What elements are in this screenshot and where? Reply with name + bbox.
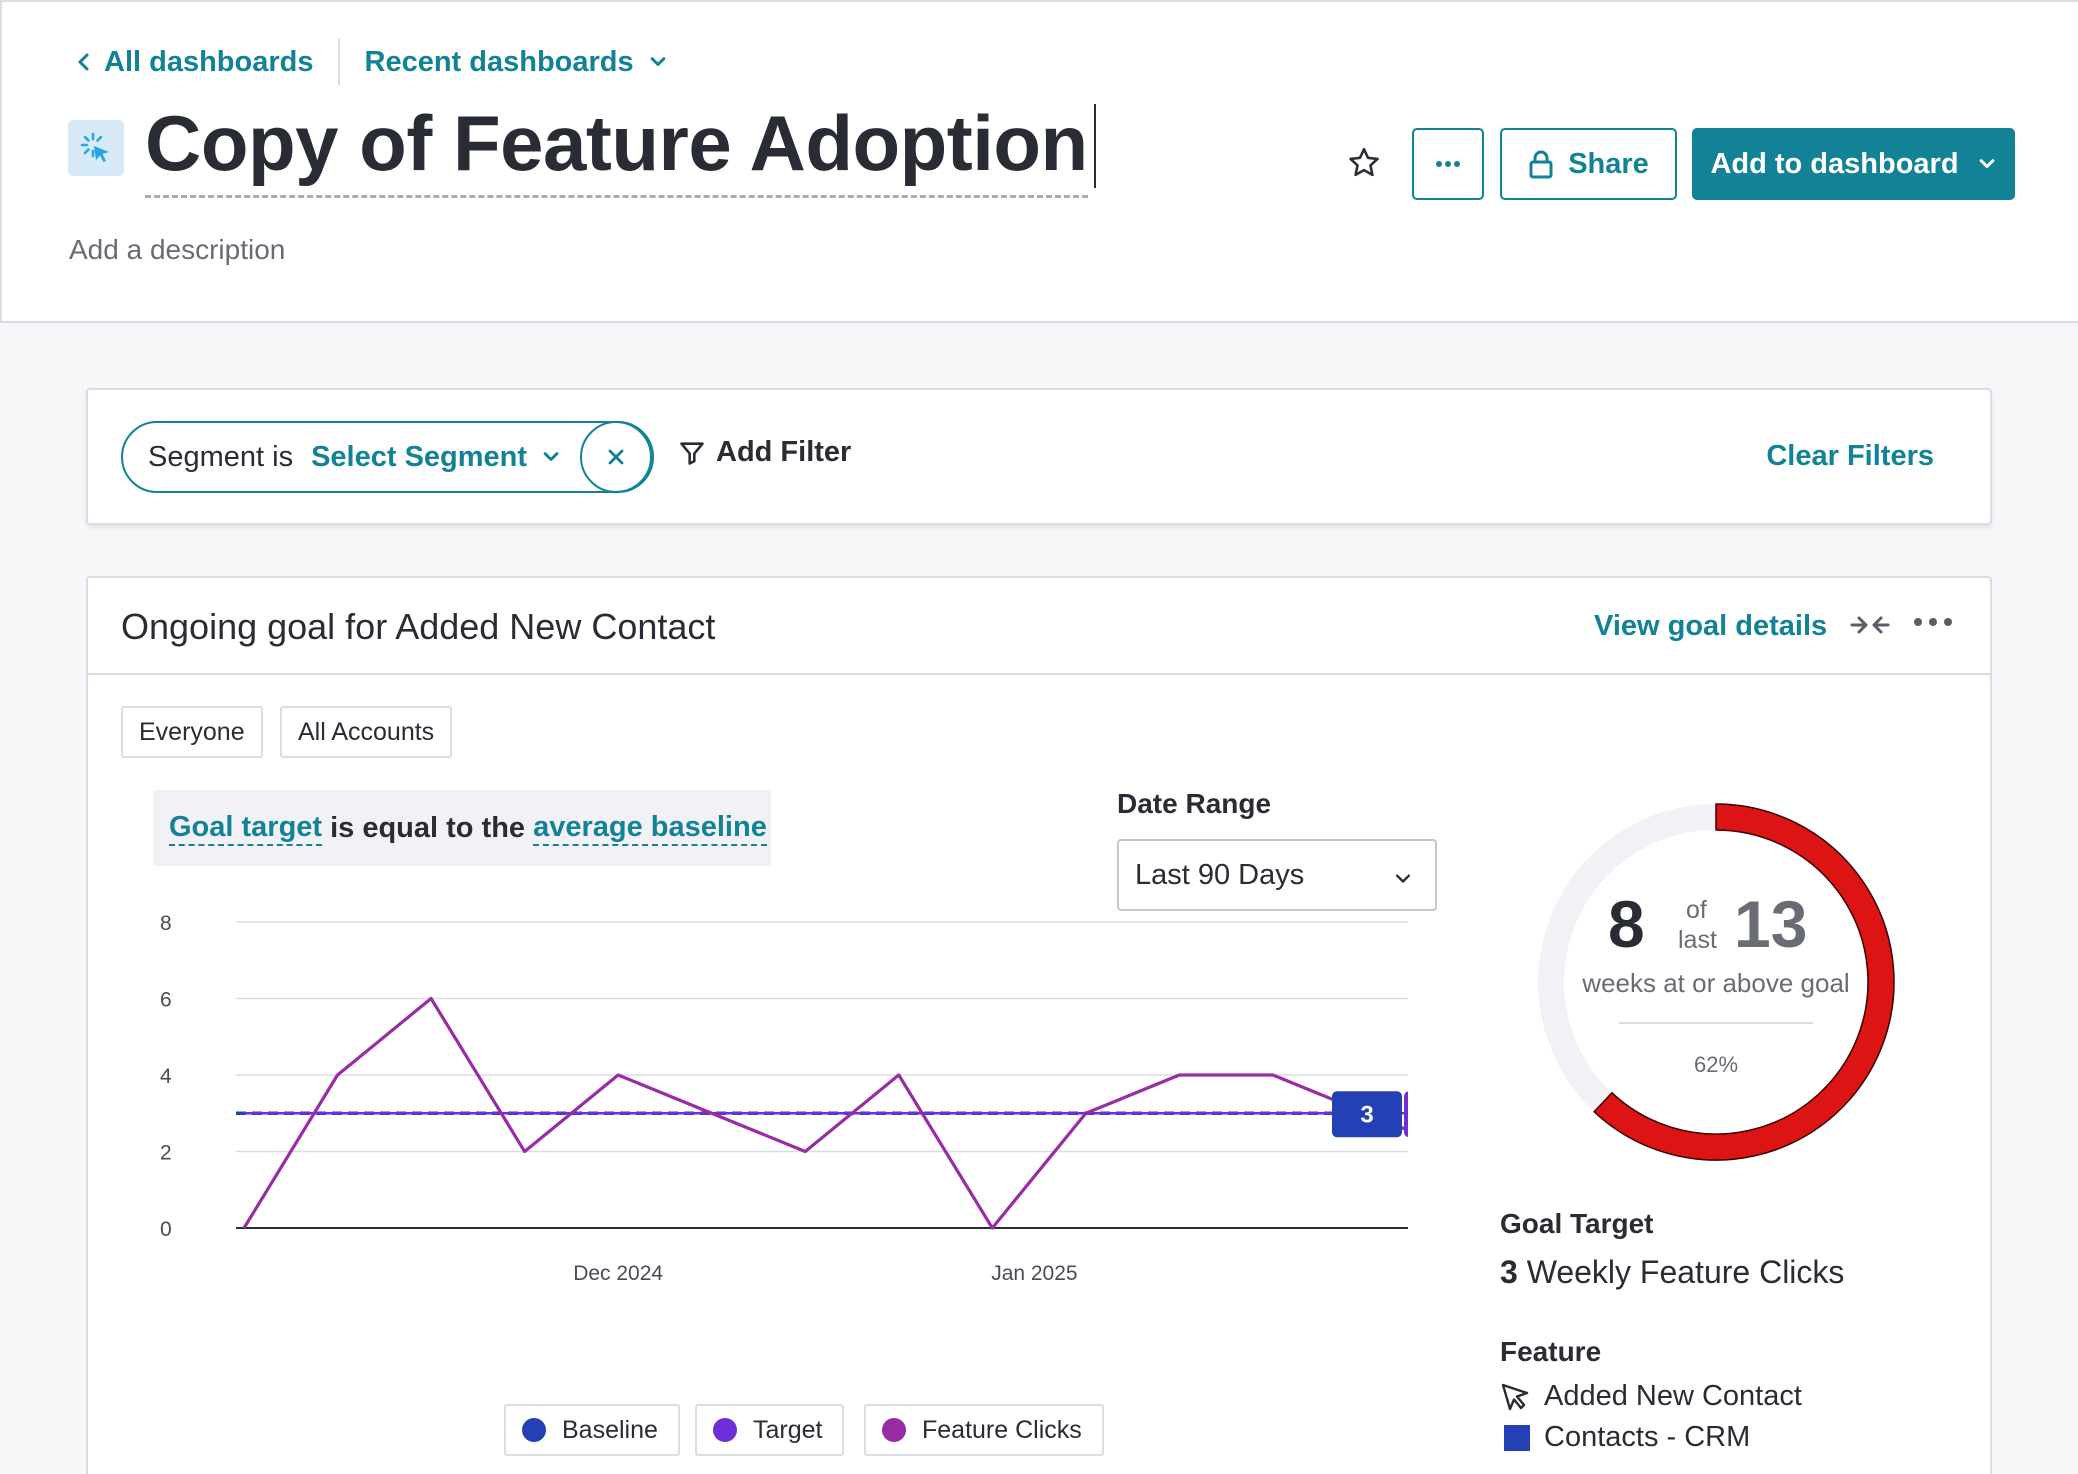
y-tick-label: 2	[160, 1142, 172, 1165]
y-tick-label: 6	[160, 989, 172, 1012]
chevron-down-icon	[650, 57, 665, 66]
cursor-icon	[1501, 1383, 1529, 1410]
weeks-total-value: 13	[1734, 887, 1808, 961]
view-goal-details-link[interactable]: View goal details	[1594, 610, 1828, 642]
feature-app: Contacts - CRM	[1544, 1421, 1751, 1453]
segment-select-label: Select Segment	[311, 440, 528, 473]
filter-bar: Segment is Select Segment Add Filter Cle…	[86, 388, 1992, 525]
collapse-icon[interactable]	[1850, 612, 1890, 643]
goal-card: Ongoing goal for Added New Contact View …	[86, 576, 1992, 1474]
y-tick-label: 0	[160, 1218, 172, 1241]
star-icon[interactable]	[1346, 145, 1382, 186]
goal-target-value: 3 Weekly Feature Clicks	[1500, 1254, 1844, 1291]
legend-feature-clicks-label: Feature Clicks	[922, 1415, 1082, 1444]
close-icon	[608, 449, 624, 465]
chevron-down-icon	[1979, 159, 1994, 168]
feature-label: Feature	[1500, 1336, 1602, 1367]
description-input[interactable]: Add a description	[69, 234, 286, 265]
chevron-down-icon	[1396, 874, 1410, 883]
chevron-down-icon	[543, 452, 559, 461]
remove-segment-filter-button[interactable]	[580, 421, 652, 493]
goal-progress-donut	[1538, 803, 1895, 1161]
legend-baseline-swatch	[522, 1418, 546, 1442]
x-tick-label: Dec 2024	[573, 1262, 663, 1285]
donut-caption: weeks at or above goal	[1582, 968, 1850, 998]
feature-app-row: Contacts - CRM	[1504, 1421, 1750, 1454]
goal-card-title: Ongoing goal for Added New Contact	[121, 606, 716, 647]
y-tick-label: 4	[160, 1065, 172, 1088]
weeks-met-value: 8	[1608, 887, 1645, 961]
segment-filter-pill: Segment is Select Segment	[121, 421, 654, 493]
add-to-dashboard-button[interactable]: Add to dashboard	[1692, 128, 2015, 200]
y-tick-label: 8	[160, 912, 172, 935]
donut-summary: 8 of last 13 weeks at or above goal 62%	[1524, 790, 1908, 1174]
segment-select-dropdown[interactable]: Select Segment	[311, 441, 561, 474]
add-filter-button[interactable]: Add Filter	[678, 436, 851, 469]
of-word: of	[1686, 896, 1707, 924]
baseline-end-label-box	[1332, 1091, 1402, 1138]
ellipsis-icon	[1436, 161, 1460, 167]
recent-dashboards-label: Recent dashboards	[364, 45, 634, 78]
legend-feature-clicks-swatch	[882, 1418, 906, 1442]
goal-target-note: Goal target is equal to the average base…	[153, 790, 771, 866]
last-word: last	[1678, 926, 1717, 954]
goal-note-text: is equal to the	[330, 811, 526, 844]
donut-progress-arc	[1593, 803, 1895, 1161]
audience-chip[interactable]: Everyone	[121, 706, 263, 758]
baseline-end-label: 3	[1360, 1101, 1373, 1128]
legend-target-swatch	[713, 1418, 737, 1442]
legend-target[interactable]: Target	[695, 1404, 845, 1456]
date-range-value: Last 90 Days	[1135, 858, 1305, 891]
legend-baseline[interactable]: Baseline	[504, 1404, 680, 1456]
card-more-icon[interactable]	[1913, 614, 1953, 632]
funnel-icon	[680, 441, 704, 465]
chevron-left-icon	[78, 53, 89, 71]
goal-target-unit: Weekly Feature Clicks	[1526, 1254, 1845, 1290]
dashboard-title-input[interactable]: Copy of Feature Adoption	[145, 98, 1088, 198]
add-filter-label: Add Filter	[716, 436, 852, 468]
more-options-button[interactable]	[1412, 128, 1484, 200]
lock-icon	[1529, 150, 1553, 179]
feature-name-row: Added New Contact	[1500, 1380, 1802, 1413]
feature-name: Added New Contact	[1544, 1380, 1802, 1412]
feature-cursor-icon	[68, 120, 124, 176]
dashboard-header: All dashboards Recent dashboards Copy of…	[0, 0, 2078, 323]
segment-filter-label: Segment is	[148, 440, 294, 473]
target-end-label-box	[1404, 1091, 1408, 1138]
breadcrumb-divider	[337, 39, 340, 85]
goal-target-label: Goal Target	[1500, 1208, 1654, 1239]
legend-feature-clicks[interactable]: Feature Clicks	[864, 1404, 1104, 1456]
average-baseline-link[interactable]: average baseline	[533, 811, 767, 846]
clear-filters-button[interactable]: Clear Filters	[1766, 440, 1934, 472]
legend-target-label: Target	[753, 1415, 823, 1444]
breadcrumb: All dashboards Recent dashboards	[72, 39, 668, 85]
text-caret	[1094, 104, 1096, 188]
recent-dashboards-dropdown[interactable]: Recent dashboards	[365, 46, 668, 79]
donut-divider	[1619, 1022, 1813, 1024]
accounts-chip[interactable]: All Accounts	[280, 706, 453, 758]
share-button[interactable]: Share	[1500, 128, 1677, 200]
legend-baseline-label: Baseline	[562, 1415, 658, 1444]
x-tick-label: Jan 2025	[991, 1262, 1077, 1285]
all-dashboards-label: All dashboards	[104, 45, 314, 78]
app-color-swatch	[1504, 1424, 1530, 1451]
date-range-label: Date Range	[1117, 788, 1272, 819]
date-range-select[interactable]: Last 90 Days	[1117, 839, 1437, 911]
add-to-dashboard-label: Add to dashboard	[1710, 147, 1959, 180]
share-label: Share	[1568, 147, 1649, 180]
goal-card-header: Ongoing goal for Added New Contact View …	[88, 578, 1990, 675]
donut-percent: 62%	[1693, 1052, 1739, 1077]
goal-target-link[interactable]: Goal target	[169, 811, 323, 846]
all-dashboards-link[interactable]: All dashboards	[72, 46, 314, 79]
feature-clicks-series-line	[242, 996, 1408, 1230]
goal-target-number: 3	[1500, 1254, 1518, 1290]
